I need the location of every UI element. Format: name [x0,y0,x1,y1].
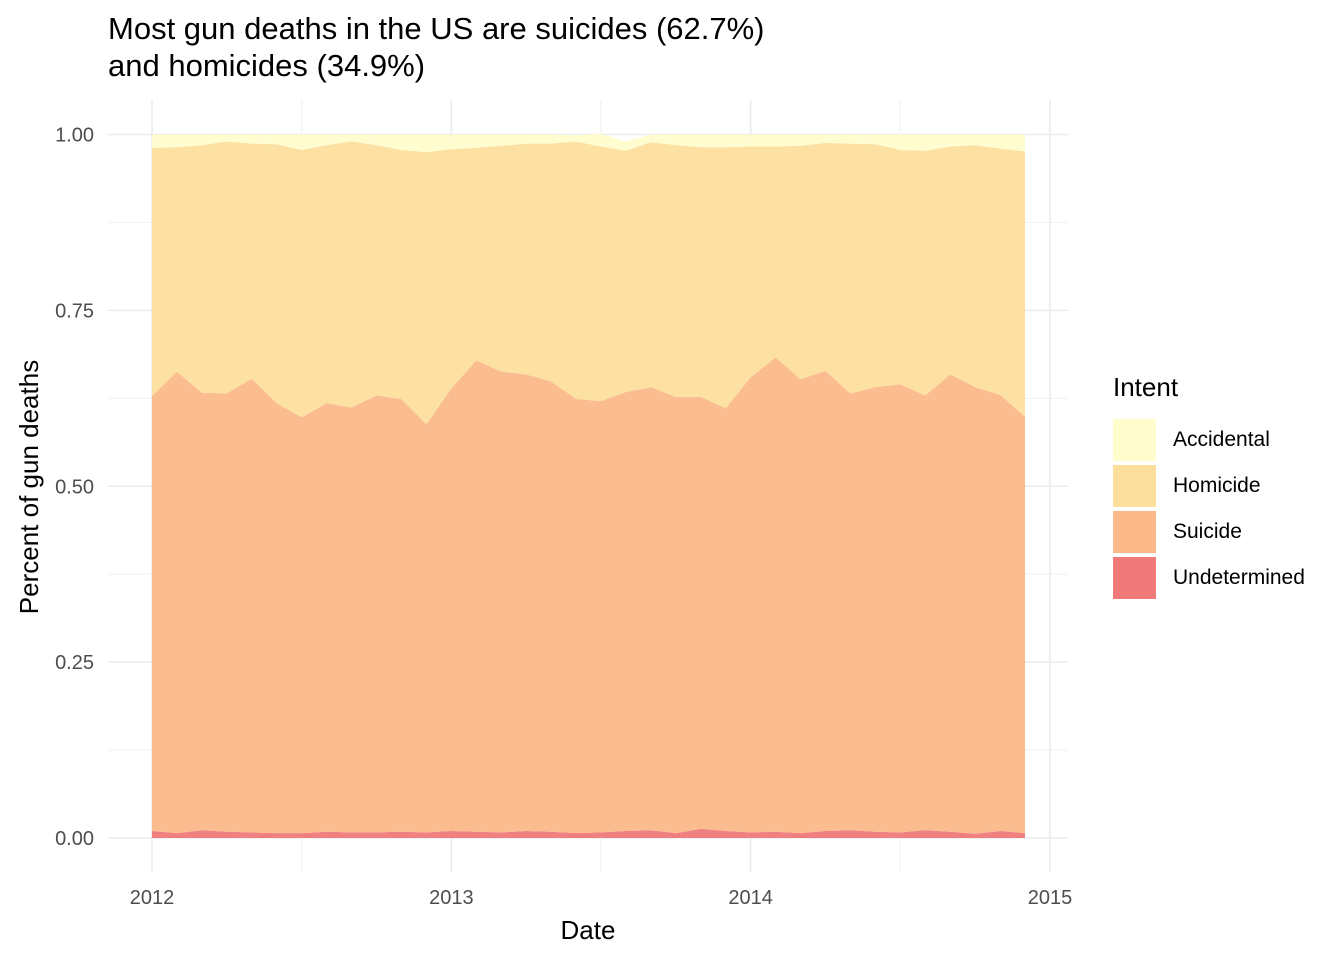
legend-items: Accidental Homicide Suicide Undetermined [1113,417,1305,601]
legend-swatch [1113,465,1156,507]
legend-title: Intent [1113,372,1179,402]
x-axis-label: Date [561,915,616,945]
legend-swatch [1113,419,1156,461]
y-tick-label: 0.50 [55,476,94,498]
legend-item-accidental: Accidental [1113,417,1305,463]
x-tick-label: 2013 [429,887,474,909]
legend-swatch [1113,557,1156,599]
legend-item-suicide: Suicide [1113,509,1305,555]
y-tick-label: 0.25 [55,652,94,674]
y-tick-label: 0.00 [55,828,94,850]
legend-label: Accidental [1173,428,1270,451]
y-tick-labels: 0.00 0.25 0.50 0.75 1.00 [55,125,94,851]
legend: Intent Accidental Homicide Suicide Undeterm… [1113,372,1305,601]
x-tick-label: 2014 [728,887,773,909]
y-tick-label: 0.75 [55,300,94,322]
legend-item-homicide: Homicide [1113,463,1305,509]
legend-label: Homicide [1173,474,1261,497]
legend-label: Suicide [1173,520,1242,543]
chart-title: Most gun deaths in the US are suicides (… [108,11,765,83]
area-suicide [152,357,1025,834]
area-homicide [152,141,1025,425]
x-tick-label: 2015 [1028,887,1073,909]
legend-swatch [1113,511,1156,553]
area-undetermined [152,828,1025,838]
area-series [152,133,1025,838]
area-accidental [152,133,1025,153]
y-axis-label: Percent of gun deaths [14,360,44,614]
legend-item-undetermined: Undetermined [1113,555,1305,601]
legend-label: Undetermined [1173,566,1305,589]
x-tick-label: 2012 [130,887,175,909]
y-tick-label: 1.00 [55,125,94,147]
x-tick-labels: 2012 2013 2014 2015 [130,887,1072,909]
